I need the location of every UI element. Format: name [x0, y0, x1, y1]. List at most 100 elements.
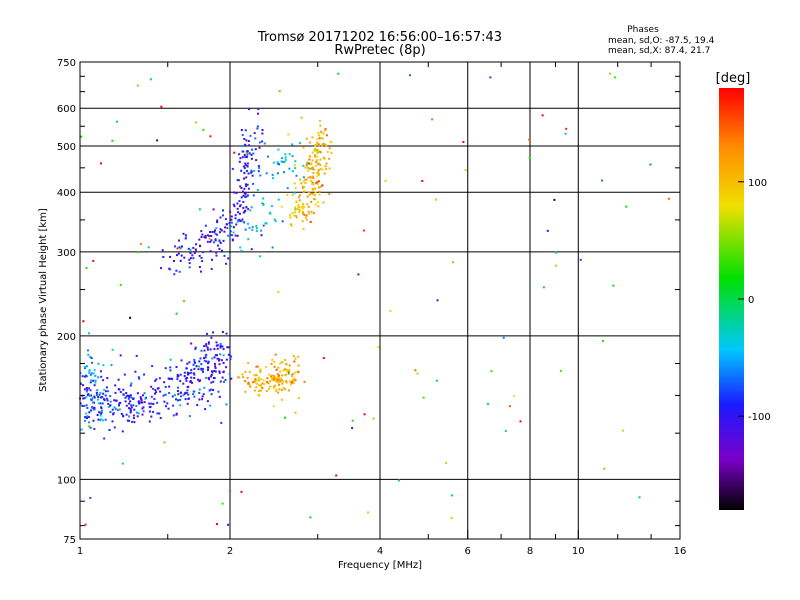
data-point — [384, 179, 387, 182]
data-point — [101, 396, 104, 398]
data-point — [85, 396, 88, 399]
data-point — [309, 176, 312, 179]
data-point — [280, 389, 283, 392]
data-point — [223, 381, 225, 383]
data-point — [125, 404, 128, 407]
data-point — [213, 241, 215, 244]
data-point — [111, 139, 114, 142]
data-point — [248, 371, 251, 374]
data-point — [280, 160, 283, 163]
data-point — [85, 390, 88, 393]
data-point — [200, 270, 202, 273]
data-point — [308, 212, 311, 215]
data-point — [227, 257, 230, 260]
data-point — [239, 185, 242, 188]
data-point — [83, 397, 86, 400]
data-point — [167, 407, 170, 410]
y-tick-label: 400 — [57, 188, 76, 199]
data-point — [243, 192, 246, 195]
data-point — [127, 397, 130, 400]
y-tick-label: 500 — [57, 142, 76, 153]
data-point — [156, 412, 159, 415]
data-point — [186, 362, 189, 365]
data-point — [291, 155, 294, 158]
data-point — [286, 194, 289, 196]
data-point — [86, 388, 89, 391]
data-point — [266, 381, 269, 384]
data-point — [205, 353, 208, 356]
data-point — [261, 140, 264, 143]
data-point — [88, 425, 91, 428]
data-point — [169, 255, 172, 258]
data-point — [228, 346, 230, 349]
data-point — [305, 137, 308, 140]
data-point — [162, 394, 165, 397]
data-point — [163, 441, 166, 444]
data-point — [276, 373, 279, 376]
data-point — [299, 178, 302, 181]
data-point — [255, 374, 258, 377]
data-point — [236, 220, 239, 223]
data-point — [240, 169, 243, 172]
data-point — [233, 191, 236, 194]
data-point — [187, 393, 190, 396]
data-point — [202, 251, 205, 254]
data-point — [297, 206, 300, 209]
data-point — [95, 392, 98, 394]
data-point — [314, 203, 317, 206]
data-point — [256, 382, 258, 385]
data-point — [221, 331, 224, 333]
data-point — [206, 332, 208, 335]
data-point — [304, 178, 307, 181]
data-point — [206, 346, 209, 349]
data-point — [194, 248, 197, 251]
data-point — [451, 494, 453, 497]
data-point — [305, 214, 308, 217]
data-point — [186, 371, 189, 374]
data-point — [85, 404, 88, 407]
data-point — [291, 375, 294, 378]
data-point — [252, 182, 255, 185]
data-point — [302, 207, 305, 210]
data-point — [290, 224, 293, 227]
data-point — [245, 206, 248, 209]
data-point — [325, 134, 328, 137]
data-point — [132, 414, 135, 417]
data-point — [143, 373, 146, 376]
data-point — [230, 377, 233, 380]
data-point — [148, 406, 151, 409]
data-point — [559, 369, 562, 372]
data-point — [317, 172, 320, 175]
data-point — [313, 198, 316, 200]
data-point — [307, 176, 310, 179]
data-point — [414, 369, 417, 372]
data-point — [187, 398, 190, 400]
data-point — [258, 384, 260, 387]
stats-line-x: mean, sd,X: 87.4, 21.7 — [608, 46, 710, 56]
data-point — [260, 386, 263, 389]
data-point — [173, 394, 176, 397]
data-point — [175, 269, 178, 272]
data-point — [291, 170, 294, 173]
data-point — [205, 360, 208, 363]
data-point — [289, 223, 292, 226]
data-point — [273, 377, 276, 380]
data-point — [170, 377, 173, 380]
data-point — [129, 394, 132, 397]
data-point — [190, 342, 193, 345]
data-point — [288, 153, 291, 156]
data-point — [152, 403, 155, 405]
x-tick-label: 1 — [77, 546, 83, 557]
data-point — [128, 394, 131, 397]
data-point — [169, 268, 172, 271]
data-point — [166, 402, 169, 405]
data-point — [431, 118, 434, 121]
data-point — [307, 205, 310, 208]
data-point — [238, 376, 241, 379]
data-point — [314, 147, 317, 150]
data-point — [210, 239, 213, 242]
data-point — [253, 389, 256, 392]
data-point — [248, 226, 251, 229]
data-point — [92, 372, 95, 375]
data-point — [351, 419, 354, 422]
